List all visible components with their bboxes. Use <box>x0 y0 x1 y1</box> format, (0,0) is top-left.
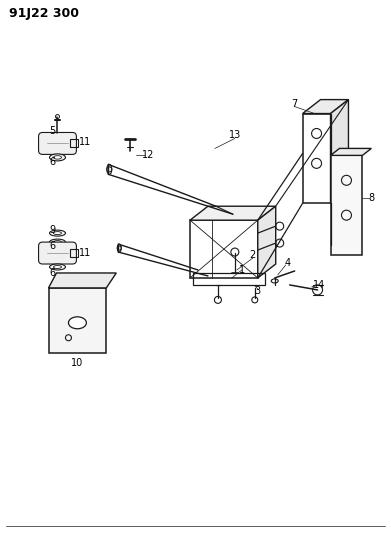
Text: 6: 6 <box>49 268 56 278</box>
Text: 11: 11 <box>79 248 91 258</box>
Text: 13: 13 <box>229 131 241 141</box>
Ellipse shape <box>50 264 65 270</box>
Text: 2: 2 <box>250 250 256 260</box>
Text: 3: 3 <box>255 286 261 296</box>
Ellipse shape <box>50 239 65 245</box>
Text: 7: 7 <box>292 99 298 109</box>
Text: 8: 8 <box>368 193 375 203</box>
Ellipse shape <box>117 244 121 252</box>
Polygon shape <box>330 148 371 156</box>
Bar <box>330 156 362 255</box>
Ellipse shape <box>68 317 86 329</box>
Ellipse shape <box>54 265 61 269</box>
Text: 4: 4 <box>285 258 291 268</box>
Bar <box>70 249 79 257</box>
Text: 11: 11 <box>79 138 91 148</box>
Polygon shape <box>48 273 116 288</box>
Text: 91J22 300: 91J22 300 <box>9 7 79 20</box>
Bar <box>70 140 79 148</box>
Text: 14: 14 <box>314 280 326 290</box>
Ellipse shape <box>54 232 61 235</box>
Text: 6: 6 <box>49 241 56 251</box>
Ellipse shape <box>54 240 61 244</box>
Circle shape <box>312 285 323 295</box>
Bar <box>190 220 258 278</box>
Bar <box>303 114 330 203</box>
Polygon shape <box>303 100 348 114</box>
Ellipse shape <box>271 279 278 283</box>
Polygon shape <box>258 206 276 278</box>
Ellipse shape <box>107 164 112 174</box>
Text: 12: 12 <box>142 150 154 160</box>
Circle shape <box>231 248 239 256</box>
Text: 1: 1 <box>239 265 245 275</box>
Polygon shape <box>330 100 348 203</box>
Bar <box>48 288 106 353</box>
Polygon shape <box>190 206 276 220</box>
Text: 10: 10 <box>71 358 84 368</box>
Text: 6: 6 <box>49 157 56 167</box>
Bar <box>193 273 265 285</box>
Text: 5: 5 <box>49 126 56 136</box>
Text: 9: 9 <box>49 225 56 235</box>
FancyBboxPatch shape <box>39 133 76 155</box>
Ellipse shape <box>50 154 65 161</box>
Ellipse shape <box>54 156 61 159</box>
Ellipse shape <box>50 230 65 236</box>
FancyBboxPatch shape <box>39 242 76 264</box>
